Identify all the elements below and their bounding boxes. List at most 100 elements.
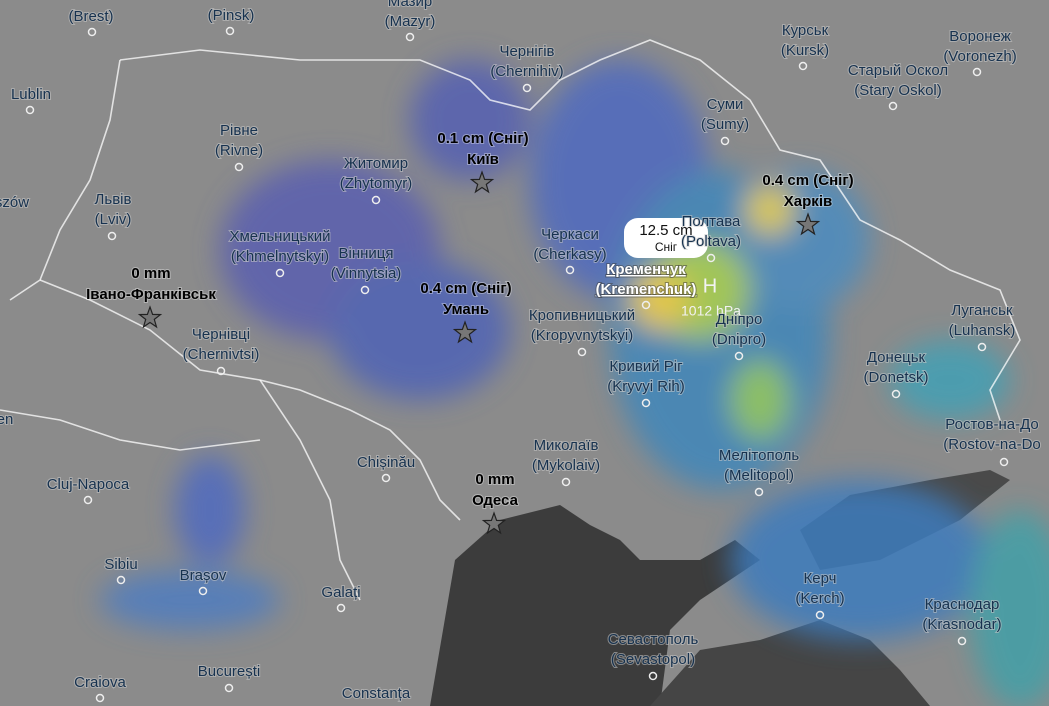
city-name: Мазир bbox=[388, 0, 432, 10]
city-dot bbox=[224, 683, 234, 693]
city-dot bbox=[522, 83, 532, 93]
tooltip-amount: 12.5 cm bbox=[639, 222, 692, 239]
city-dot bbox=[405, 32, 415, 42]
city-dot bbox=[371, 195, 381, 205]
city-dot bbox=[360, 285, 370, 295]
city-dot bbox=[561, 477, 571, 487]
city-name: Воронеж bbox=[949, 28, 1011, 45]
city-name: Миколаїв bbox=[534, 437, 599, 454]
city-dot bbox=[198, 586, 208, 596]
city-latin: (Donetsk) bbox=[863, 369, 928, 386]
city-name: (Pinsk) bbox=[208, 7, 255, 24]
city-latin: (Sumy) bbox=[701, 116, 749, 133]
city-name: Луганськ bbox=[951, 302, 1013, 319]
city-name: Чернівці bbox=[192, 326, 250, 343]
city-name: Constanța bbox=[342, 685, 411, 702]
city-latin: (Dnipro) bbox=[712, 331, 766, 348]
city-dot bbox=[888, 101, 898, 111]
city-name: Хмельницький bbox=[229, 228, 330, 245]
marker-place: Умань bbox=[443, 301, 489, 318]
city-dot bbox=[116, 575, 126, 585]
marker-amount: 0 mm bbox=[475, 471, 514, 488]
marker-star bbox=[469, 170, 495, 194]
city-name: Житомир bbox=[344, 155, 408, 172]
marker-amount: 0.4 cm (Сніг) bbox=[762, 172, 853, 189]
city-dot bbox=[95, 693, 105, 703]
city-latin: (Luhansk) bbox=[949, 322, 1016, 339]
city-dot bbox=[648, 671, 658, 681]
city-name: Дніпро bbox=[716, 311, 763, 328]
city-name: szów bbox=[0, 194, 29, 211]
city-name: Craiova bbox=[74, 674, 126, 691]
city-name: Полтава bbox=[682, 213, 741, 230]
marker-star bbox=[481, 511, 507, 535]
city-dot bbox=[565, 265, 575, 275]
city-name: Sibiu bbox=[104, 556, 137, 573]
black-sea-east bbox=[650, 620, 930, 706]
city-dot bbox=[972, 67, 982, 77]
marker-amount: 0.1 cm (Сніг) bbox=[437, 130, 528, 147]
city-dot bbox=[107, 231, 117, 241]
city-latin: (Voronezh) bbox=[943, 48, 1016, 65]
city-dot bbox=[275, 268, 285, 278]
city-dot bbox=[815, 610, 825, 620]
city-name: Ростов-на-До bbox=[945, 416, 1039, 433]
city-dot bbox=[577, 347, 587, 357]
city-latin: (Krasnodar) bbox=[922, 616, 1001, 633]
city-dot bbox=[957, 636, 967, 646]
city-latin: (Zhytomyr) bbox=[340, 175, 413, 192]
city-dot bbox=[641, 398, 651, 408]
city-name: Chișinău bbox=[357, 454, 415, 471]
marker-place: Харків bbox=[784, 193, 832, 210]
city-latin: (Poltava) bbox=[681, 233, 741, 250]
city-dot bbox=[720, 136, 730, 146]
city-dot bbox=[706, 253, 716, 263]
city-latin: (Chernihiv) bbox=[490, 63, 563, 80]
city-name: Кропивницький bbox=[529, 307, 635, 324]
city-latin: (Kursk) bbox=[781, 42, 829, 59]
city-name: Кривий Ріг bbox=[609, 358, 683, 375]
pressure-value: 1012 hPa bbox=[681, 303, 741, 319]
city-latin: (Vinnytsia) bbox=[331, 265, 402, 282]
city-latin: (Chernivtsi) bbox=[183, 346, 260, 363]
city-name: (Brest) bbox=[69, 8, 114, 25]
marker-place: Київ bbox=[467, 151, 499, 168]
city-name: Курськ bbox=[782, 22, 829, 39]
city-name: Galați bbox=[321, 584, 360, 601]
city-latin: (Cherkasy) bbox=[533, 246, 606, 263]
city-name: Старый Оскол bbox=[848, 62, 948, 79]
city-name: București bbox=[198, 663, 261, 680]
city-name: Вінниця bbox=[339, 245, 394, 262]
city-latin: (Stary Oskol) bbox=[854, 82, 942, 99]
city-name: Brașov bbox=[180, 567, 227, 584]
city-dot bbox=[999, 457, 1009, 467]
city-latin: (Lviv) bbox=[95, 211, 132, 228]
city-dot bbox=[25, 105, 35, 115]
city-name: Суми bbox=[707, 96, 744, 113]
city-name: Cluj-Napoca bbox=[47, 476, 130, 493]
city-dot bbox=[641, 300, 651, 310]
city-name: Черкаси bbox=[541, 226, 599, 243]
city-name: Львів bbox=[95, 191, 132, 208]
marker-star bbox=[137, 305, 163, 329]
city-name: Мелітополь bbox=[719, 447, 800, 464]
pressure-letter: H bbox=[703, 275, 717, 297]
city-name: Севастополь bbox=[608, 631, 699, 648]
city-name: Чернігів bbox=[499, 43, 554, 60]
city-name: en bbox=[0, 411, 13, 428]
city-name: Lublin bbox=[11, 86, 51, 103]
tooltip-box bbox=[624, 218, 708, 258]
city-dot bbox=[381, 473, 391, 483]
marker-place: Івано-Франківськ bbox=[86, 286, 216, 303]
city-latin: (Kryvyi Rih) bbox=[607, 378, 685, 395]
marker-star bbox=[795, 212, 821, 236]
tooltip-kind: Сніг bbox=[655, 240, 678, 254]
city-dot bbox=[977, 342, 987, 352]
borders bbox=[0, 39, 1021, 601]
city-name: Краснодар bbox=[925, 596, 1000, 613]
city-name: Донецьк bbox=[867, 349, 926, 366]
city-latin: (Rostov-na-Do bbox=[943, 436, 1041, 453]
city-dot bbox=[754, 487, 764, 497]
